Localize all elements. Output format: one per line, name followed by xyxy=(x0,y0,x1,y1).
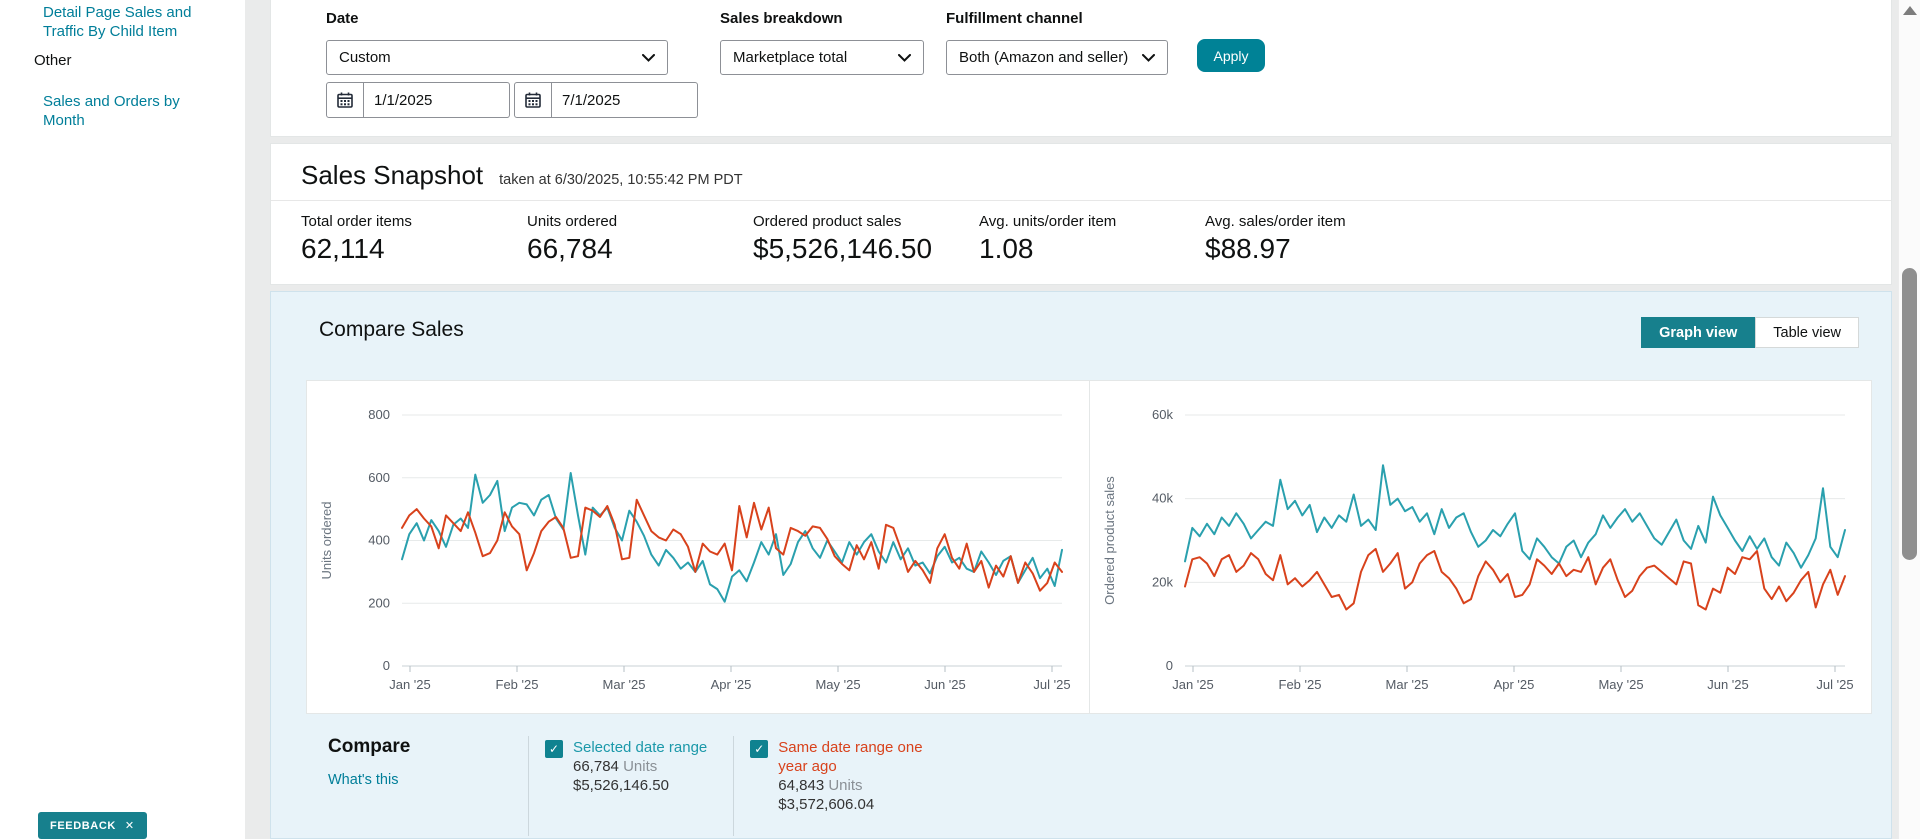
metric-avg-sales-order-item: Avg. sales/order item $88.97 xyxy=(1205,213,1346,264)
close-icon: ✕ xyxy=(124,820,135,832)
apply-button[interactable]: Apply xyxy=(1197,39,1265,72)
fulfillment-channel-select[interactable]: Both (Amazon and seller) xyxy=(946,40,1168,75)
start-date-input[interactable] xyxy=(364,82,510,118)
year-ago-label: Same date range one year ago xyxy=(778,739,923,775)
units-ordered-chart: 0 200 400 600 800 Jan '25 Feb '25 Mar '25 Apr '2… xyxy=(307,381,1090,713)
sales-snapshot-header: Sales Snapshot taken at 6/30/2025, 10:55… xyxy=(271,144,1891,201)
sidebar-item-sales-orders-by-month[interactable]: Sales and Orders by Month xyxy=(43,93,180,129)
svg-text:Mar '25: Mar '25 xyxy=(603,677,646,692)
vertical-scrollbar xyxy=(1898,0,1920,839)
graph-view-button[interactable]: Graph view xyxy=(1641,317,1756,348)
compare-legend-row: Compare What's this ✓ Selected date rang… xyxy=(328,736,974,836)
compare-heading: Compare xyxy=(328,736,411,757)
filter-panel: Date Sales breakdown Fulfillment channel… xyxy=(270,0,1892,137)
view-toggle: Graph view Table view xyxy=(1641,317,1859,348)
svg-text:Jan '25: Jan '25 xyxy=(389,677,431,692)
compare-sales-charts: 0 200 400 600 800 Jan '25 Feb '25 Mar '25 Apr '2… xyxy=(306,380,1872,714)
svg-text:Apr '25: Apr '25 xyxy=(1494,677,1535,692)
sales-breakdown-select-value: Marketplace total xyxy=(733,49,848,66)
svg-text:Feb '25: Feb '25 xyxy=(496,677,539,692)
sales-snapshot-panel: Sales Snapshot taken at 6/30/2025, 10:55… xyxy=(270,143,1892,285)
chevron-down-icon xyxy=(642,53,655,62)
svg-text:800: 800 xyxy=(368,407,390,422)
svg-text:Mar '25: Mar '25 xyxy=(1386,677,1429,692)
svg-text:40k: 40k xyxy=(1152,491,1173,506)
ordered-product-sales-chart: 0 20k 40k 60k Jan '25 Feb '25 Mar '25 Apr '25 Ma… xyxy=(1090,381,1872,713)
year-ago-units: 64,843 Units xyxy=(778,777,863,794)
selected-range-units: 66,784 Units xyxy=(573,758,658,775)
metric-total-order-items: Total order items 62,114 xyxy=(301,213,412,264)
end-date-input[interactable] xyxy=(552,82,698,118)
feedback-label: FEEDBACK xyxy=(50,819,116,832)
snapshot-metrics: Total order items 62,114 Units ordered 6… xyxy=(271,201,1891,265)
year-ago-texts: Same date range one year ago 64,843 Unit… xyxy=(778,738,948,836)
compare-sales-panel: Compare Sales Graph view Table view 0 200… xyxy=(270,291,1892,839)
sidebar-section-other: Other xyxy=(34,52,72,69)
start-date-group xyxy=(326,82,510,118)
end-date-group xyxy=(514,82,698,118)
svg-text:May '25: May '25 xyxy=(1598,677,1643,692)
end-date-calendar-button[interactable] xyxy=(514,82,552,118)
svg-text:May '25: May '25 xyxy=(815,677,860,692)
fulfillment-channel-label: Fulfillment channel xyxy=(946,10,1083,27)
scrollbar-thumb[interactable] xyxy=(1902,268,1917,560)
feedback-button[interactable]: FEEDBACK ✕ xyxy=(38,812,147,839)
svg-text:Apr '25: Apr '25 xyxy=(711,677,752,692)
sidebar-item-detail-page-sales-child[interactable]: Detail Page Sales and Traffic By Child I… xyxy=(43,4,192,40)
date-range-select-value: Custom xyxy=(339,49,391,66)
check-icon: ✓ xyxy=(754,742,765,756)
metric-avg-units-order-item: Avg. units/order item 1.08 xyxy=(979,213,1117,264)
compare-legend-intro: Compare What's this xyxy=(328,736,528,788)
chevron-down-icon xyxy=(898,53,911,62)
compare-item-selected-range: ✓ Selected date range 66,784 Units $5,52… xyxy=(528,736,733,836)
selected-range-checkbox[interactable]: ✓ xyxy=(545,740,563,758)
svg-text:Jan '25: Jan '25 xyxy=(1172,677,1214,692)
svg-text:600: 600 xyxy=(368,470,390,485)
svg-text:Jun '25: Jun '25 xyxy=(924,677,966,692)
date-label: Date xyxy=(326,10,359,27)
year-ago-sales: $3,572,606.04 xyxy=(778,796,875,813)
metric-units-ordered: Units ordered 66,784 xyxy=(527,213,618,264)
svg-text:200: 200 xyxy=(368,595,390,610)
sales-snapshot-title: Sales Snapshot xyxy=(301,160,484,190)
svg-text:400: 400 xyxy=(368,533,390,548)
svg-text:Jun '25: Jun '25 xyxy=(1707,677,1749,692)
svg-text:Feb '25: Feb '25 xyxy=(1279,677,1322,692)
table-view-button[interactable]: Table view xyxy=(1755,317,1859,348)
sales-breakdown-label: Sales breakdown xyxy=(720,10,843,27)
sales-breakdown-select[interactable]: Marketplace total xyxy=(720,40,924,75)
selected-range-sales: $5,526,146.50 xyxy=(573,777,669,794)
selected-range-label: Selected date range xyxy=(573,739,708,756)
fulfillment-channel-select-value: Both (Amazon and seller) xyxy=(959,49,1129,66)
date-range-select[interactable]: Custom xyxy=(326,40,668,75)
compare-sales-title: Compare Sales xyxy=(319,318,464,341)
sidebar: Detail Page Sales and Traffic By Child I… xyxy=(0,0,245,839)
year-ago-checkbox[interactable]: ✓ xyxy=(750,740,769,758)
svg-text:Units ordered: Units ordered xyxy=(319,501,334,579)
check-icon: ✓ xyxy=(548,742,560,756)
compare-item-year-ago: ✓ Same date range one year ago 64,843 Un… xyxy=(733,736,974,836)
svg-text:0: 0 xyxy=(1166,658,1173,673)
chevron-down-icon xyxy=(1142,53,1155,62)
svg-text:20k: 20k xyxy=(1152,574,1173,589)
metric-ordered-product-sales: Ordered product sales $5,526,146.50 xyxy=(753,213,933,264)
svg-text:Jul '25: Jul '25 xyxy=(1816,677,1853,692)
start-date-calendar-button[interactable] xyxy=(326,82,364,118)
whats-this-link[interactable]: What's this xyxy=(328,772,399,788)
calendar-icon xyxy=(337,92,353,108)
snapshot-timestamp: taken at 6/30/2025, 10:55:42 PM PDT xyxy=(499,172,743,188)
selected-range-texts: Selected date range 66,784 Units $5,526,… xyxy=(573,738,707,836)
svg-text:60k: 60k xyxy=(1152,407,1173,422)
scroll-up-icon[interactable] xyxy=(1902,6,1917,15)
svg-text:Ordered product sales: Ordered product sales xyxy=(1102,476,1117,605)
svg-text:0: 0 xyxy=(383,658,390,673)
svg-text:Jul '25: Jul '25 xyxy=(1033,677,1070,692)
calendar-icon xyxy=(525,92,541,108)
